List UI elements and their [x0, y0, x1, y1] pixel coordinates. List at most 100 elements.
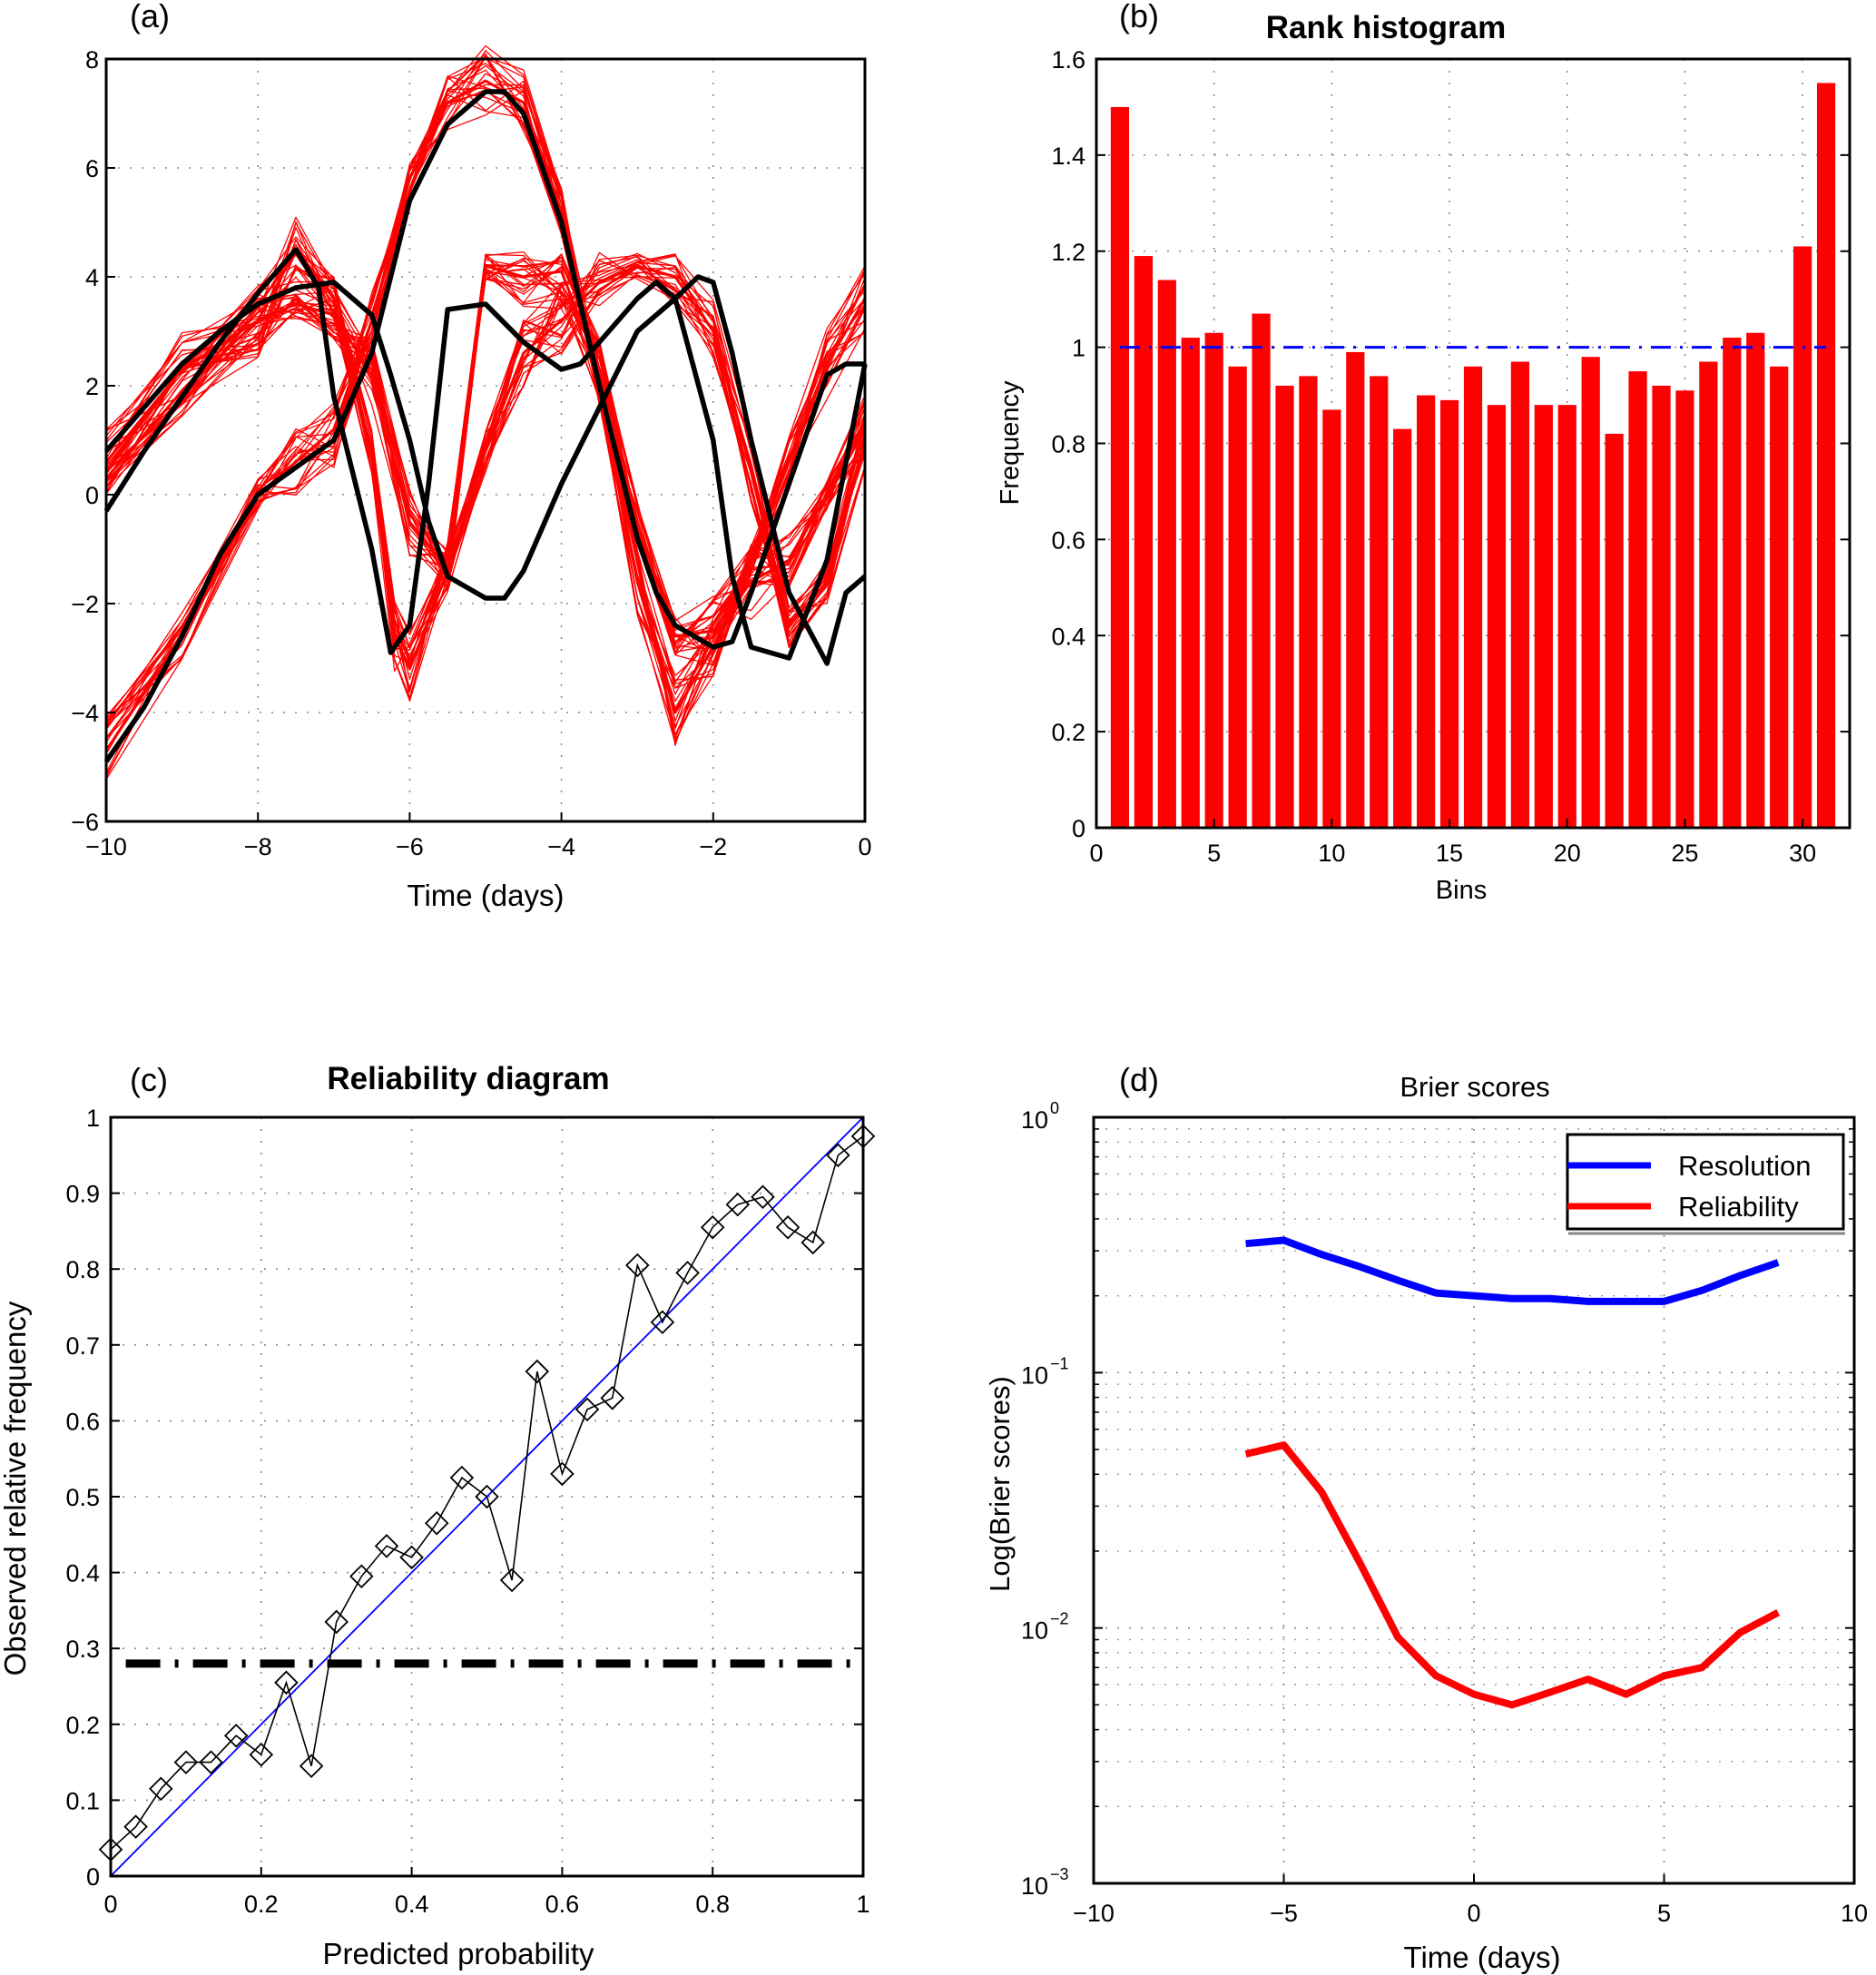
- histogram-bar: [1417, 395, 1436, 828]
- y-tick-label: 0.4: [1051, 623, 1085, 650]
- panel-d-x-ticks: −10 −5 0 5 10: [1073, 1874, 1868, 1927]
- panel-d-title: Brier scores: [1400, 1071, 1549, 1103]
- panel-d-legend: Resolution Reliability: [1566, 1133, 1845, 1235]
- diamond-marker: [449, 1465, 475, 1490]
- x-tick-label: 30: [1789, 840, 1816, 867]
- panel-b-x-ticks: 0 5 10 15 20 25 30: [1089, 819, 1816, 867]
- x-tick-label: −2: [699, 833, 727, 860]
- legend-label-resolution: Resolution: [1678, 1150, 1811, 1182]
- x-tick-label: −10: [1073, 1900, 1115, 1927]
- ensemble-member-line: [105, 64, 866, 736]
- diamond-marker: [173, 1750, 199, 1774]
- x-tick-label: 0: [858, 833, 871, 860]
- y-tick-label: 0: [85, 482, 99, 509]
- diamond-marker: [650, 1310, 675, 1334]
- panel-a-lines: [103, 44, 868, 781]
- panel-d-lines: [1244, 1236, 1781, 1709]
- truth-line: [103, 274, 867, 666]
- y-tick-label: 0.8: [65, 1256, 100, 1283]
- histogram-bar: [1628, 371, 1647, 828]
- ensemble-member-line: [105, 54, 866, 740]
- panel-c-lines: [110, 1116, 864, 1877]
- x-tick-label: 1: [856, 1891, 869, 1918]
- reliability-line: [1244, 1441, 1781, 1709]
- x-tick-label: −8: [244, 833, 272, 860]
- x-tick-label: 0.2: [244, 1891, 279, 1918]
- diamond-marker: [550, 1461, 575, 1487]
- y-tick-label: 0: [1072, 815, 1085, 842]
- y-tick-label-base: 10: [1021, 1872, 1048, 1900]
- x-tick-label: 0: [1467, 1900, 1480, 1927]
- panel-c-label: (c): [130, 1061, 168, 1098]
- ensemble-member-line: [105, 271, 866, 614]
- y-tick-label: 0.6: [65, 1408, 100, 1435]
- y-tick-label-exponent: −2: [1050, 1610, 1069, 1628]
- ensemble-member-line: [105, 57, 866, 776]
- histogram-bar: [1252, 313, 1271, 829]
- histogram-bar: [1322, 409, 1341, 828]
- ensemble-member-line: [105, 257, 866, 699]
- ensemble-member-line: [105, 87, 866, 725]
- ensemble-member-line: [105, 55, 866, 739]
- diamond-marker: [575, 1397, 600, 1422]
- histogram-bar: [1463, 366, 1483, 828]
- panel-d-x-axis-label: Time (days): [1404, 1941, 1561, 1974]
- diamond-marker: [223, 1724, 249, 1748]
- ensemble-mean-line: [104, 79, 867, 752]
- y-tick-label: 0.9: [65, 1181, 100, 1208]
- panel-c-reliability-diagram: (c) Reliability diagram 0 0.2 0.4 0.6 0.8 1 0…: [0, 1061, 876, 1970]
- histogram-bar: [1181, 338, 1200, 829]
- x-tick-label: 0.8: [695, 1891, 730, 1918]
- y-tick-label: 0.2: [65, 1712, 100, 1739]
- histogram-bar: [1770, 366, 1789, 828]
- histogram-bar: [1204, 332, 1223, 828]
- ensemble-member-line: [105, 248, 866, 664]
- y-tick-label: −4: [71, 700, 99, 727]
- panel-c-y-ticks: 0 0.1 0.2 0.3 0.4 0.5 0.6 0.7 0.8 0.9 1: [65, 1105, 863, 1891]
- histogram-bar: [1487, 405, 1507, 828]
- x-tick-label: −10: [85, 833, 127, 860]
- y-tick-label-exponent: 0: [1050, 1099, 1059, 1117]
- y-tick-label: 1: [1072, 335, 1085, 362]
- y-tick-label: 6: [85, 155, 99, 182]
- y-tick-label-exponent: −1: [1050, 1354, 1069, 1372]
- y-tick-label: 1: [86, 1105, 100, 1132]
- x-tick-label: −6: [396, 833, 424, 860]
- diamond-marker: [424, 1510, 449, 1536]
- y-tick-label: 8: [85, 46, 99, 74]
- panel-b-y-axis-label: Frequency: [996, 380, 1025, 506]
- diamond-marker: [249, 1742, 274, 1767]
- y-tick-label: 0.8: [1051, 431, 1085, 458]
- histogram-bar: [1134, 256, 1153, 828]
- y-tick-label: 1.4: [1051, 142, 1085, 170]
- panel-c-x-ticks: 0 0.2 0.4 0.6 0.8 1: [103, 1867, 870, 1918]
- x-tick-label: 10: [1318, 840, 1345, 867]
- histogram-bar: [1699, 361, 1718, 829]
- x-tick-label: 10: [1841, 1900, 1868, 1927]
- y-tick-label: −2: [71, 591, 99, 618]
- histogram-bar: [1557, 405, 1576, 828]
- histogram-bar: [1534, 405, 1553, 828]
- histogram-bar: [1723, 338, 1742, 829]
- diamond-marker: [399, 1545, 424, 1570]
- y-tick-label: 0.3: [65, 1636, 100, 1663]
- panel-d-label: (d): [1119, 1061, 1159, 1098]
- y-tick-label-exponent: −3: [1050, 1865, 1069, 1883]
- x-tick-label: 0.6: [545, 1891, 580, 1918]
- histogram-bar: [1510, 361, 1529, 829]
- observed-frequency-line: [110, 1135, 864, 1851]
- diamond-marker: [775, 1214, 800, 1240]
- x-tick-label: 5: [1207, 840, 1221, 867]
- y-tick-label: 0.2: [1051, 719, 1085, 746]
- truth-line: [103, 247, 868, 661]
- ensemble-member-line: [105, 55, 866, 723]
- histogram-bar: [1816, 83, 1836, 828]
- panel-d-brier-scores: (d) Brier scores −10 −5 0 5 10 10 −310 −210 −11…: [984, 1061, 1868, 1974]
- diamond-marker: [525, 1359, 550, 1384]
- diamond-marker: [374, 1534, 399, 1558]
- diamond-marker: [800, 1230, 825, 1255]
- diamond-marker: [349, 1564, 374, 1589]
- y-tick-label: 0.1: [65, 1787, 100, 1814]
- resolution-line: [1245, 1236, 1780, 1305]
